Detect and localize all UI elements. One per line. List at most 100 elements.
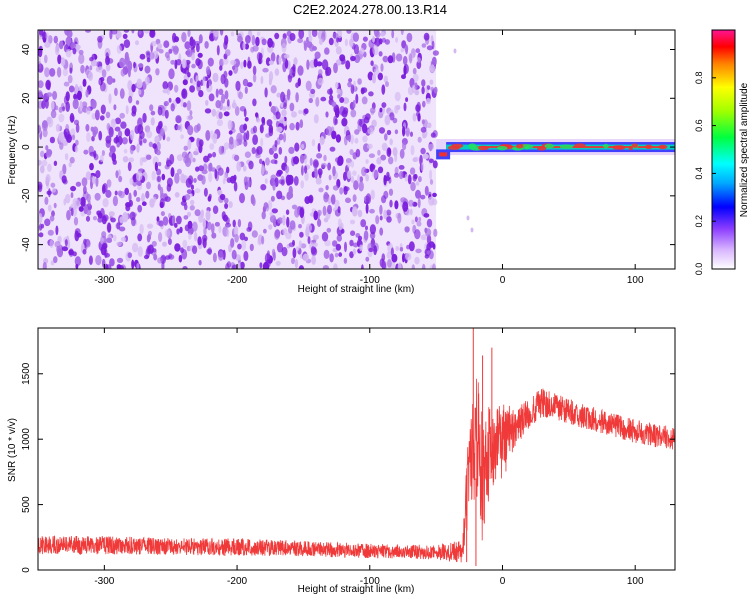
- noise-speck: [283, 132, 286, 143]
- noise-speck: [410, 181, 416, 192]
- noise-speck: [70, 192, 74, 199]
- noise-speck: [323, 154, 327, 162]
- noise-speck: [299, 119, 304, 129]
- noise-speck: [145, 248, 150, 259]
- noise-speck: [429, 79, 434, 85]
- noise-speck: [275, 111, 281, 120]
- noise-speck: [251, 34, 256, 46]
- noise-speck: [224, 35, 229, 46]
- carrier-blob: [515, 144, 524, 149]
- carrier-blob: [628, 145, 633, 151]
- noise-speck: [350, 134, 354, 145]
- noise-speck: [139, 223, 144, 235]
- noise-speck: [274, 32, 280, 40]
- noise-speck: [227, 119, 233, 130]
- noise-speck: [346, 157, 352, 168]
- noise-speck: [122, 33, 128, 40]
- noise-speck: [138, 89, 142, 95]
- noise-speck: [74, 199, 81, 209]
- noise-speck: [78, 49, 84, 55]
- figure-title: C2E2.2024.278.00.13.R14: [293, 2, 447, 17]
- noise-speck: [176, 168, 182, 175]
- noise-speck: [72, 98, 79, 110]
- noise-speck: [176, 125, 181, 131]
- noise-speck: [98, 79, 102, 86]
- noise-speck: [279, 116, 285, 124]
- noise-speck: [319, 38, 323, 45]
- noise-speck: [65, 48, 72, 58]
- noise-speck: [89, 57, 94, 62]
- noise-speck: [66, 134, 72, 143]
- noise-speck: [249, 243, 254, 252]
- noise-speck: [391, 30, 395, 39]
- noise-speck: [145, 190, 150, 199]
- snr-y-ticks: 0 500 1000 1500: [21, 362, 675, 573]
- noise-speck: [75, 83, 79, 94]
- noise-speck: [131, 83, 136, 93]
- noise-speck: [273, 153, 279, 159]
- noise-speck: [421, 79, 426, 87]
- noise-speck: [70, 42, 77, 49]
- noise-speck: [187, 139, 192, 150]
- noise-speck: [142, 138, 147, 144]
- carrier-blob: [524, 145, 530, 150]
- noise-speck: [299, 154, 305, 164]
- noise-speck: [194, 209, 201, 217]
- noise-speck: [40, 150, 45, 158]
- noise-speck: [295, 246, 300, 251]
- noise-speck: [124, 128, 131, 137]
- noise-speck: [292, 247, 297, 259]
- noise-speck: [118, 130, 123, 138]
- noise-speck: [56, 245, 61, 253]
- noise-speck: [224, 203, 229, 209]
- noise-speck: [332, 240, 338, 247]
- noise-speck: [106, 237, 113, 243]
- noise-speck: [412, 113, 417, 122]
- noise-speck: [282, 215, 286, 226]
- noise-speck: [255, 112, 259, 118]
- noise-speck: [116, 222, 121, 230]
- noise-speck: [239, 106, 246, 112]
- noise-speck: [352, 194, 357, 203]
- noise-speck: [53, 35, 58, 44]
- noise-speck: [95, 255, 102, 266]
- noise-speck: [423, 32, 430, 41]
- noise-speck: [226, 261, 232, 268]
- noise-speck: [402, 126, 406, 137]
- noise-speck: [335, 59, 342, 66]
- noise-speck: [301, 143, 305, 150]
- noise-speck: [242, 165, 247, 172]
- noise-speck: [359, 244, 363, 252]
- noise-speck: [59, 142, 64, 150]
- noise-speck: [211, 223, 215, 235]
- colorbar-tick-label: 0.0: [694, 263, 704, 276]
- noise-speck: [58, 106, 63, 113]
- noise-speck: [415, 111, 421, 117]
- noise-speck: [363, 230, 369, 241]
- snr-panel: -300 -200 -100 0 100 0 500 1000 1500 Height of …: [7, 327, 676, 595]
- noise-speck: [322, 205, 327, 216]
- noise-pattern: [38, 30, 474, 269]
- noise-speck: [408, 241, 415, 252]
- noise-speck: [285, 209, 290, 215]
- noise-speck: [236, 161, 242, 172]
- noise-speck: [156, 168, 162, 176]
- noise-speck: [272, 218, 278, 228]
- noise-speck: [293, 176, 299, 186]
- noise-speck: [276, 242, 284, 253]
- noise-speck: [330, 194, 336, 205]
- noise-speck: [133, 61, 136, 69]
- noise-speck: [102, 214, 109, 222]
- noise-speck: [332, 32, 339, 39]
- noise-speck: [313, 234, 319, 240]
- noise-speck: [85, 30, 91, 33]
- noise-speck: [100, 81, 106, 92]
- noise-speck: [138, 30, 142, 35]
- noise-speck: [143, 30, 150, 34]
- noise-speck: [191, 63, 196, 69]
- noise-speck: [203, 155, 209, 163]
- noise-speck: [300, 180, 305, 189]
- noise-speck: [308, 30, 312, 38]
- noise-speck: [367, 71, 374, 81]
- noise-speck: [218, 225, 222, 234]
